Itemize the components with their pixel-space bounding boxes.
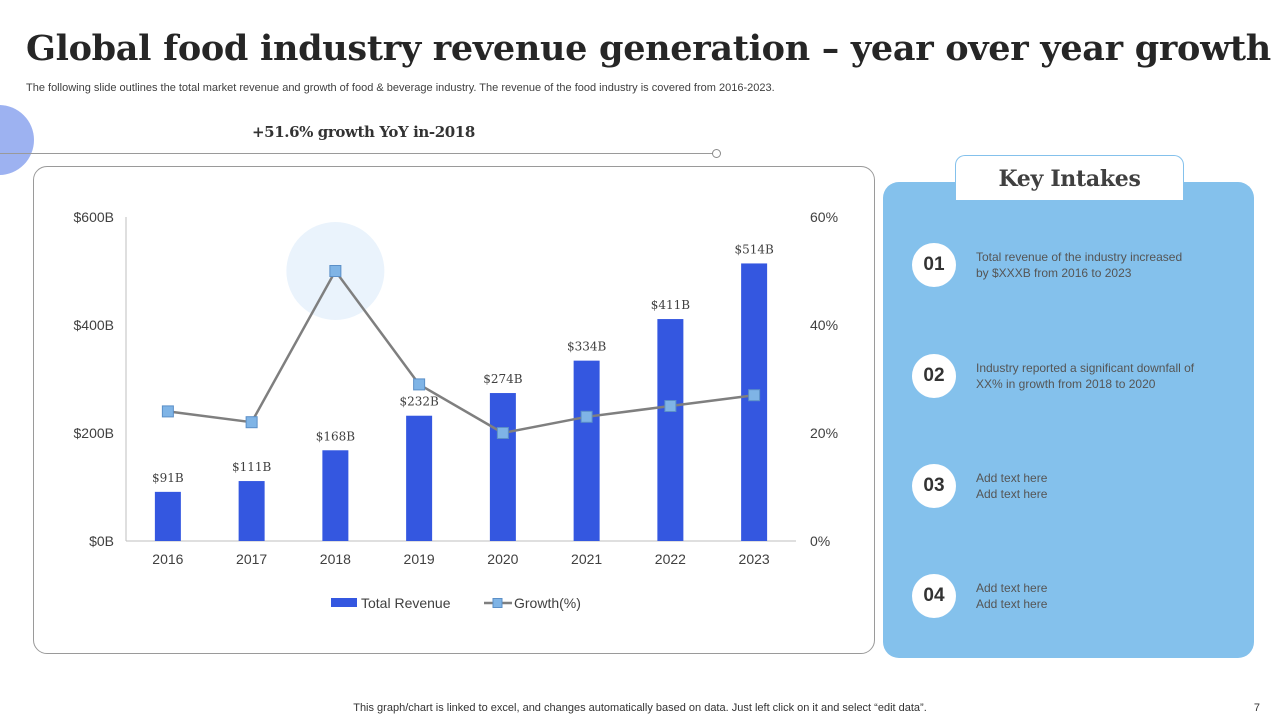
y-right-tick-label: 60% — [810, 209, 838, 225]
bar-value-label: $232B — [399, 395, 439, 409]
revenue-bar — [489, 393, 516, 541]
y-right-tick-label: 20% — [810, 425, 838, 441]
key-intakes-tab: Key Intakes — [955, 155, 1184, 200]
revenue-bar — [322, 450, 349, 541]
bar-value-label: $514B — [734, 242, 774, 256]
growth-callout: +51.6% growth YoY in-2018 — [252, 123, 475, 141]
growth-marker — [496, 427, 509, 439]
decorative-line — [0, 153, 714, 154]
legend-swatch-total-revenue — [331, 598, 357, 607]
revenue-bar — [741, 263, 768, 541]
bar-value-label: $274B — [483, 372, 523, 386]
bar-value-label: $411B — [651, 298, 691, 312]
decorative-line-end-dot — [712, 149, 721, 158]
revenue-bar — [406, 415, 433, 541]
x-tick-label: 2022 — [655, 551, 686, 567]
intake-item: 03 Add text here Add text here — [912, 464, 1232, 508]
y-left-tick-label: $0B — [89, 533, 114, 549]
x-tick-label: 2018 — [320, 551, 351, 567]
revenue-bar — [238, 481, 265, 541]
intake-number-badge: 04 — [912, 574, 956, 618]
bar-value-label: $91B — [152, 471, 184, 485]
growth-marker — [664, 400, 677, 412]
x-tick-label: 2020 — [487, 551, 518, 567]
intake-number-badge: 03 — [912, 464, 956, 508]
y-right-tick-label: 40% — [810, 317, 838, 333]
footer-note: This graph/chart is linked to excel, and… — [353, 702, 927, 714]
intake-text[interactable]: Add text here Add text here — [976, 580, 1226, 612]
intake-number-badge: 02 — [912, 354, 956, 398]
x-tick-label: 2016 — [152, 551, 183, 567]
x-tick-label: 2019 — [404, 551, 435, 567]
bar-value-label: $111B — [232, 460, 272, 474]
page-title: Global food industry revenue generation … — [26, 28, 1271, 69]
page-number: 7 — [1253, 702, 1260, 714]
x-tick-label: 2017 — [236, 551, 267, 567]
key-intakes-title: Key Intakes — [998, 166, 1141, 192]
page-subtitle: The following slide outlines the total m… — [26, 82, 775, 94]
y-left-tick-label: $600B — [74, 209, 114, 225]
y-left-tick-label: $400B — [74, 317, 114, 333]
intake-item: 04 Add text here Add text here — [912, 574, 1232, 618]
intake-text-line: by $XXXB from 2016 to 2023 — [976, 266, 1132, 280]
growth-marker — [329, 265, 342, 277]
intake-text[interactable]: Industry reported a significant downfall… — [976, 360, 1226, 392]
x-tick-label: 2021 — [571, 551, 602, 567]
y-left-tick-label: $200B — [74, 425, 114, 441]
revenue-bar — [573, 360, 600, 541]
intake-number-badge: 01 — [912, 243, 956, 287]
intake-text-line: XX% in growth from 2018 to 2020 — [976, 377, 1156, 391]
revenue-bar — [657, 319, 684, 541]
chart-container[interactable]: $0B $200B $400B $600B 0% 20% 40% 60% $91B $111B $1… — [33, 166, 875, 654]
intake-text[interactable]: Total revenue of the industry increased … — [976, 249, 1226, 281]
revenue-growth-chart[interactable]: $0B $200B $400B $600B 0% 20% 40% 60% $91B $111B $1… — [34, 167, 874, 653]
bar-value-label: $334B — [567, 340, 607, 354]
legend-swatch-growth-marker — [492, 598, 503, 608]
growth-marker — [161, 405, 174, 418]
bar-value-label: $168B — [316, 429, 356, 443]
y-right-tick-label: 0% — [810, 533, 830, 549]
growth-marker — [245, 416, 258, 429]
intake-text-line: Add text here — [976, 487, 1048, 501]
intake-text-line: Total revenue of the industry increased — [976, 250, 1183, 264]
x-tick-label: 2023 — [739, 551, 770, 567]
legend-label-total-revenue: Total Revenue — [361, 595, 451, 611]
growth-marker — [413, 378, 426, 391]
growth-marker — [580, 410, 593, 423]
intake-text[interactable]: Add text here Add text here — [976, 470, 1226, 502]
revenue-bar — [154, 491, 181, 541]
intake-text-line: Industry reported a significant downfall… — [976, 361, 1195, 375]
intake-text-line: Add text here — [976, 581, 1048, 595]
growth-marker — [748, 389, 761, 402]
intake-item: 02 Industry reported a significant downf… — [912, 354, 1232, 398]
growth-line — [167, 268, 755, 435]
decorative-circle — [0, 105, 34, 175]
intake-text-line: Add text here — [976, 597, 1048, 611]
legend-label-growth: Growth(%) — [514, 595, 581, 611]
intake-item: 01 Total revenue of the industry increas… — [912, 243, 1232, 287]
intake-text-line: Add text here — [976, 471, 1048, 485]
